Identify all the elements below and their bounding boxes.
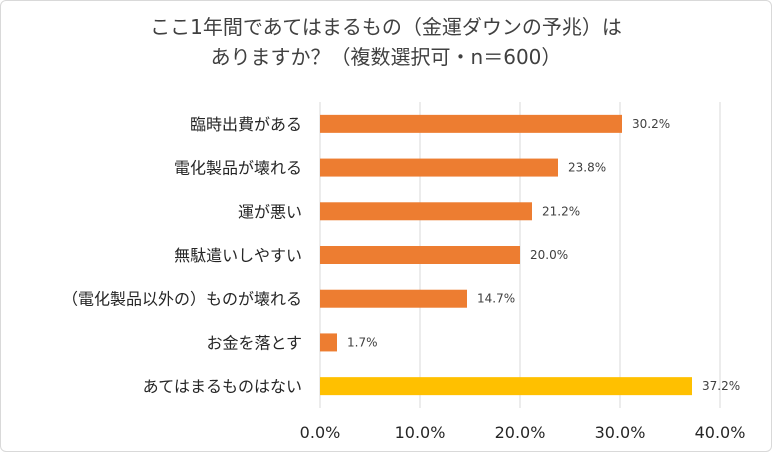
bar — [320, 114, 622, 133]
bars — [320, 114, 692, 396]
chart-title-line-1: ここ1年間であてはまるもの（金運ダウンの予兆）は — [150, 15, 622, 39]
bar — [320, 333, 337, 352]
value-label: 1.7% — [347, 335, 378, 349]
bar — [320, 246, 520, 264]
category-label: あてはまるものはない — [143, 377, 302, 396]
category-label: お金を落とす — [206, 333, 302, 352]
x-tick-label: 20.0% — [495, 423, 546, 442]
value-label: 20.0% — [530, 248, 568, 262]
chart-title: ここ1年間であてはまるもの（金運ダウンの予兆）は ありますか？（複数選択可・n＝… — [0, 12, 772, 72]
value-label: 30.2% — [632, 117, 670, 131]
value-label: 14.7% — [477, 292, 515, 306]
value-label: 23.8% — [568, 161, 606, 175]
category-label: 臨時出費がある — [190, 115, 302, 134]
x-tick-label: 30.0% — [595, 423, 646, 442]
bar — [320, 202, 532, 221]
x-tick-label: 10.0% — [395, 423, 446, 442]
x-tick-label: 0.0% — [300, 423, 341, 442]
value-labels: 30.2% 23.8% 21.2% 20.0% 14.7% 1.7% 37.2% — [347, 117, 740, 393]
category-label: （電化製品以外の）ものが壊れる — [62, 290, 302, 309]
category-label: 運が悪い — [238, 202, 302, 221]
value-label: 37.2% — [702, 379, 740, 393]
bar — [320, 289, 467, 308]
bar — [320, 158, 558, 177]
x-axis-tick-labels: 0.0% 10.0% 20.0% 30.0% 40.0% — [300, 423, 746, 442]
bar — [320, 377, 692, 396]
category-label: 無駄遣いしやすい — [174, 246, 302, 265]
category-label: 電化製品が壊れる — [174, 159, 302, 178]
value-label: 21.2% — [542, 204, 580, 218]
chart-title-line-2: ありますか？（複数選択可・n＝600） — [210, 45, 562, 69]
x-tick-label: 40.0% — [695, 423, 746, 442]
